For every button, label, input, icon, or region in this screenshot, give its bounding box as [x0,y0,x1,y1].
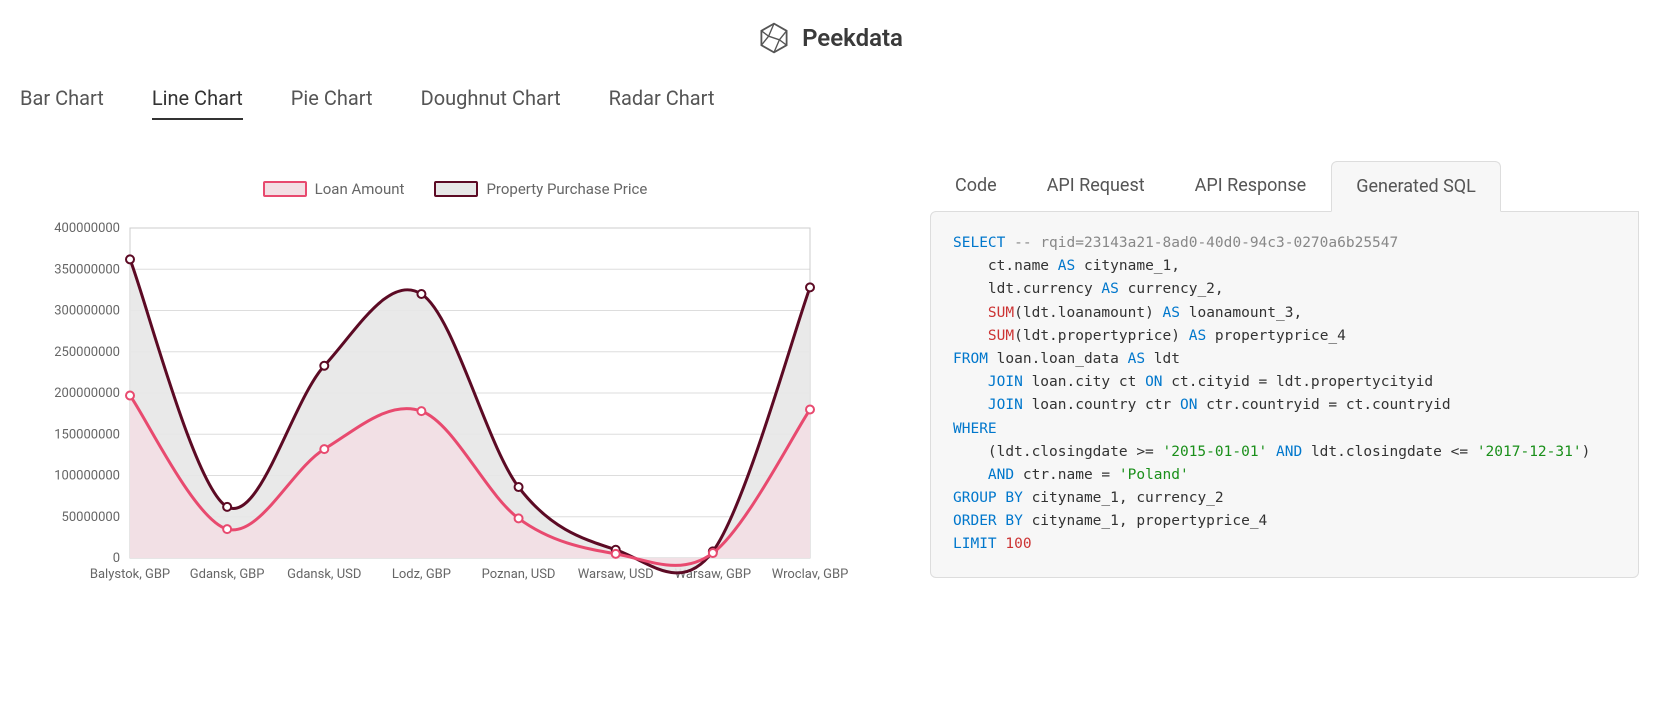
svg-text:100000000: 100000000 [54,469,120,484]
svg-text:400000000: 400000000 [54,221,120,236]
brand-name: Peekdata [802,24,903,52]
app-header: Peekdata [0,0,1659,86]
code-tab-code[interactable]: Code [930,160,1022,211]
nav-tab-doughnut-chart[interactable]: Doughnut Chart [421,86,561,120]
nav-tab-line-chart[interactable]: Line Chart [152,86,243,120]
code-tab-generated-sql[interactable]: Generated SQL [1331,161,1501,212]
code-tab-api-request[interactable]: API Request [1022,160,1170,211]
code-tab-api-response[interactable]: API Response [1170,160,1332,211]
svg-text:Warsaw, USD: Warsaw, USD [578,567,654,582]
chart-legend: Loan Amount Property Purchase Price [30,180,880,198]
code-panel: CodeAPI RequestAPI ResponseGenerated SQL… [930,160,1639,578]
svg-text:200000000: 200000000 [54,386,120,401]
svg-text:Gdansk, USD: Gdansk, USD [287,567,361,582]
legend-swatch [263,181,307,197]
svg-text:300000000: 300000000 [54,304,120,319]
nav-tab-pie-chart[interactable]: Pie Chart [291,86,373,120]
nav-tab-bar-chart[interactable]: Bar Chart [20,86,104,120]
generated-sql-block: SELECT -- rqid=23143a21-8ad0-40d0-94c3-0… [930,211,1639,578]
svg-text:Gdansk, GBP: Gdansk, GBP [190,567,265,582]
svg-text:Wroclav, GBP: Wroclav, GBP [772,567,849,582]
svg-text:Poznan, USD: Poznan, USD [482,567,556,582]
line-chart-panel: Loan Amount Property Purchase Price 0 5000… [20,160,890,608]
svg-text:50000000: 50000000 [62,510,120,525]
line-chart: 0 50000000 100000000 150000000 200000000 2500… [30,208,960,598]
svg-text:350000000: 350000000 [54,262,120,277]
svg-text:250000000: 250000000 [54,345,120,360]
peekdata-logo-icon [756,20,792,56]
legend-item[interactable]: Property Purchase Price [434,180,647,198]
nav-tab-radar-chart[interactable]: Radar Chart [609,86,715,120]
legend-label: Loan Amount [315,180,405,198]
svg-text:Lodz, GBP: Lodz, GBP [392,567,451,582]
legend-item[interactable]: Loan Amount [263,180,405,198]
code-tabs: CodeAPI RequestAPI ResponseGenerated SQL [930,160,1639,211]
legend-label: Property Purchase Price [486,180,647,198]
svg-text:Balystok, GBP: Balystok, GBP [90,567,170,582]
svg-text:150000000: 150000000 [54,427,120,442]
svg-text:0: 0 [113,551,120,566]
legend-swatch [434,181,478,197]
chart-type-nav: Bar Chart Line Chart Pie Chart Doughnut Cha… [0,86,1659,160]
